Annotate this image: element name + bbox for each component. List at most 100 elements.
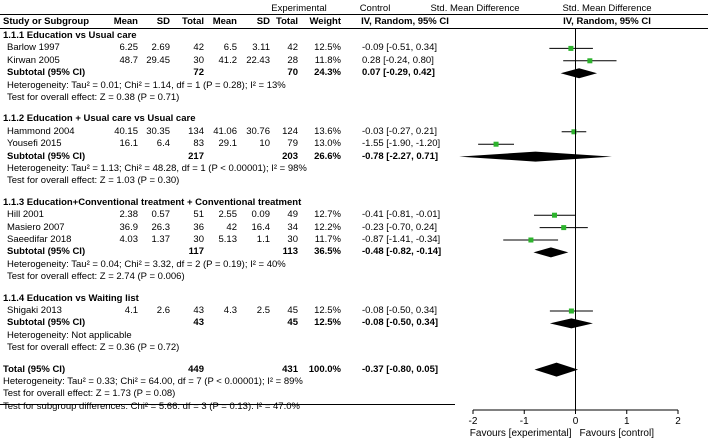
study-name: Hill 2001	[7, 209, 44, 221]
control-header: Control	[359, 3, 391, 14]
study-ci: -0.03 [-0.27, 0.21]	[362, 125, 437, 137]
study-e-total: 30	[193, 54, 204, 66]
total-e-total: 449	[188, 363, 204, 375]
study-e-sd: 2.69	[151, 42, 171, 54]
experimental-header: Experimental	[271, 3, 327, 14]
study-name: Saeedifar 2018	[7, 234, 72, 245]
point-estimate-square	[571, 129, 577, 135]
study-c-sd: 10	[259, 138, 270, 150]
x-tick-label: -1	[520, 416, 529, 427]
x-tick-label: -2	[469, 416, 478, 427]
total-label: Total (95% CI)	[3, 363, 66, 375]
study-e-total: 83	[193, 138, 204, 150]
study-e-mean: 48.7	[119, 54, 139, 66]
subtotal-weight: 24.3%	[314, 67, 341, 79]
study-e-sd: 2.6	[156, 305, 170, 316]
study-e-total: 43	[193, 305, 204, 316]
subtotal-e-total: 117	[188, 246, 204, 258]
study-name: Barlow 1997	[7, 42, 60, 54]
study-ci: -0.87 [-1.41, -0.34]	[362, 234, 441, 245]
study-e-mean: 6.25	[119, 42, 139, 54]
smd-header-left: Std. Mean Difference	[430, 3, 520, 14]
study-c-mean: 2.55	[218, 209, 238, 221]
x-tick-label: 1	[624, 416, 630, 427]
study-c-sd: 0.09	[251, 209, 271, 221]
table-bottom-rule	[0, 404, 455, 405]
overall-effect-text: Test for overall effect: Z = 0.36 (P = 0…	[7, 342, 180, 354]
study-c-mean: 29.1	[218, 138, 238, 150]
heterogeneity-text: Heterogeneity: Tau² = 0.01; Chi² = 1.14,…	[7, 79, 286, 91]
study-weight: 12.2%	[314, 221, 341, 233]
total-heterogeneity: Heterogeneity: Tau² = 0.33; Chi² = 64.00…	[3, 376, 303, 387]
subtotal-label: Subtotal (95% CI)	[7, 67, 86, 79]
subtotal-ci: -0.78 [-2.27, 0.71]	[362, 150, 439, 162]
study-e-sd: 6.4	[156, 138, 170, 150]
pooled-diamond	[533, 247, 569, 258]
x-tick-label: 0	[573, 416, 579, 427]
heterogeneity-text: Heterogeneity: Tau² = 0.04; Chi² = 3.32,…	[7, 258, 286, 270]
study-name: Kirwan 2005	[7, 54, 60, 66]
favours-experimental-label: Favours [experimental]	[470, 428, 572, 439]
study-c-sd: 3.11	[252, 42, 270, 54]
subgroup-title: 1.1.3 Education+Conventional treatment +…	[3, 196, 302, 208]
study-c-total: 42	[287, 42, 298, 54]
study-e-mean: 40.15	[114, 125, 138, 137]
col-weight: Weight	[309, 16, 342, 27]
point-estimate-square	[568, 308, 574, 314]
subtotal-ci: -0.48 [-0.82, -0.14]	[362, 246, 442, 258]
study-c-mean: 42	[226, 221, 237, 233]
total-weight: 100.0%	[308, 363, 341, 375]
x-tick-label: 2	[675, 416, 681, 427]
point-estimate-square	[561, 225, 567, 231]
study-ci: -0.23 [-0.70, 0.24]	[362, 221, 437, 233]
study-e-sd: 0.57	[151, 209, 171, 221]
subtotal-label: Subtotal (95% CI)	[7, 246, 86, 258]
study-e-total: 30	[193, 234, 204, 245]
study-c-sd: 16.4	[251, 221, 271, 233]
study-name: Yousefi 2015	[7, 138, 62, 150]
col-study: Study or Subgroup	[3, 16, 90, 27]
study-e-total: 36	[193, 221, 204, 233]
subtotal-weight: 12.5%	[314, 317, 341, 329]
pooled-diamond	[459, 151, 612, 162]
subtotal-c-total: 113	[282, 246, 298, 258]
pooled-diamond	[534, 362, 579, 377]
study-ci: -0.08 [-0.50, 0.34]	[362, 305, 437, 316]
subtotal-weight: 36.5%	[314, 246, 341, 258]
study-name: Masiero 2007	[7, 221, 65, 233]
study-c-total: 79	[287, 138, 298, 150]
study-weight: 11.8%	[314, 54, 341, 66]
subgroup-differences: Test for subgroup differences: Chi² = 5.…	[3, 400, 300, 412]
study-c-mean: 6.5	[223, 42, 237, 54]
study-e-sd: 26.3	[151, 221, 171, 233]
point-estimate-square	[551, 212, 557, 218]
study-e-total: 134	[188, 125, 204, 137]
study-c-total: 49	[287, 209, 298, 221]
study-weight: 12.7%	[314, 209, 341, 221]
col-c-total: Total	[276, 16, 298, 27]
overall-effect-text: Test for overall effect: Z = 0.38 (P = 0…	[7, 92, 180, 103]
study-name: Hammond 2004	[7, 125, 75, 137]
study-c-sd: 1.1	[256, 234, 270, 245]
subgroup-title: 1.1.4 Education vs Waiting list	[3, 292, 139, 304]
subtotal-c-total: 45	[287, 317, 298, 329]
study-c-total: 30	[287, 234, 298, 245]
subtotal-ci: 0.07 [-0.29, 0.42]	[362, 67, 435, 79]
study-c-total: 28	[287, 54, 298, 66]
heterogeneity-text: Heterogeneity: Tau² = 1.13; Chi² = 48.28…	[7, 163, 307, 174]
total-overall-effect: Test for overall effect: Z = 1.73 (P = 0…	[3, 388, 176, 400]
study-weight: 13.0%	[314, 138, 341, 150]
point-estimate-square	[528, 237, 534, 243]
study-e-sd: 30.35	[146, 125, 170, 137]
smd-header-right: Std. Mean Difference	[562, 3, 652, 14]
study-e-mean: 16.1	[119, 138, 139, 150]
subtotal-e-total: 72	[193, 67, 204, 79]
pooled-diamond	[549, 318, 593, 329]
col-ci-right: IV, Random, 95% CI	[563, 16, 651, 27]
study-ci: 0.28 [-0.24, 0.80]	[362, 54, 434, 66]
subtotal-e-total: 217	[188, 150, 204, 162]
study-c-sd: 30.76	[246, 125, 270, 137]
favours-control-label: Favours [control]	[580, 428, 655, 439]
col-ci-left: IV, Random, 95% CI	[361, 16, 449, 27]
study-e-total: 42	[193, 42, 204, 54]
